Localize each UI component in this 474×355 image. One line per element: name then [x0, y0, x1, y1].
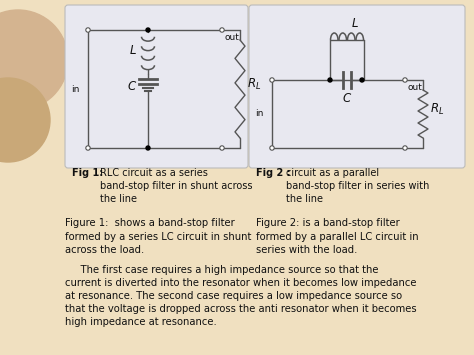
Circle shape [270, 78, 274, 82]
Text: out: out [225, 33, 240, 43]
Circle shape [0, 78, 50, 162]
Circle shape [86, 28, 90, 32]
Text: $R_L$: $R_L$ [247, 76, 261, 92]
Circle shape [0, 10, 68, 110]
Text: Fig 1:: Fig 1: [72, 168, 103, 178]
Text: L: L [352, 17, 358, 30]
Text: circuit as a parallel
band-stop filter in series with
the line: circuit as a parallel band-stop filter i… [286, 168, 429, 204]
Text: C: C [128, 80, 136, 93]
Circle shape [328, 78, 332, 82]
Text: $R_L$: $R_L$ [430, 102, 444, 116]
FancyBboxPatch shape [249, 5, 465, 168]
Text: The first case requires a high impedance source so that the: The first case requires a high impedance… [65, 265, 379, 275]
Circle shape [270, 146, 274, 150]
Circle shape [403, 146, 407, 150]
Circle shape [220, 28, 224, 32]
Text: high impedance at resonance.: high impedance at resonance. [65, 317, 217, 327]
Text: Figure 1:  shows a band-stop filter
formed by a series LC circuit in shunt
acros: Figure 1: shows a band-stop filter forme… [65, 218, 251, 255]
Text: current is diverted into the resonator when it becomes low impedance: current is diverted into the resonator w… [65, 278, 417, 288]
Circle shape [146, 146, 150, 150]
Circle shape [220, 146, 224, 150]
Text: that the voltage is dropped across the anti resonator when it becomes: that the voltage is dropped across the a… [65, 304, 417, 314]
Text: at resonance. The second case requires a low impedance source so: at resonance. The second case requires a… [65, 291, 402, 301]
Text: L: L [129, 44, 136, 58]
FancyBboxPatch shape [65, 5, 248, 168]
Circle shape [360, 78, 364, 82]
Text: C: C [343, 92, 351, 105]
Text: out: out [408, 83, 423, 93]
Circle shape [146, 28, 150, 32]
Circle shape [403, 78, 407, 82]
Text: in: in [255, 109, 264, 119]
Circle shape [86, 146, 90, 150]
Text: RLC circuit as a series
band-stop filter in shunt across
the line: RLC circuit as a series band-stop filter… [100, 168, 253, 204]
Text: Figure 2: is a band-stop filter
formed by a parallel LC circuit in
series with t: Figure 2: is a band-stop filter formed b… [256, 218, 419, 255]
Text: Fig 2 :: Fig 2 : [256, 168, 291, 178]
Text: in: in [72, 84, 80, 93]
